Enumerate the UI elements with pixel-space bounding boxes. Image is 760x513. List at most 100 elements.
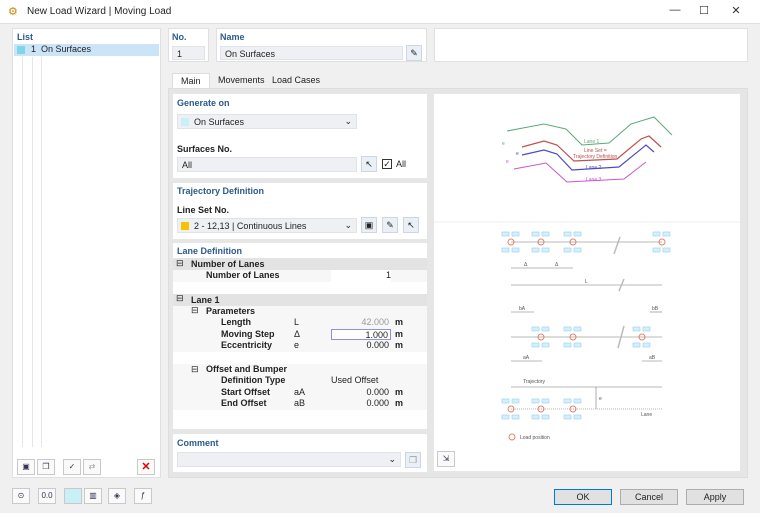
prop-symbol: e	[294, 340, 300, 350]
collapse-icon[interactable]: ⊟	[176, 293, 184, 303]
ab-label: aB	[649, 355, 656, 361]
prop-symbol: L	[294, 317, 300, 327]
collapse-icon[interactable]: ⊟	[191, 364, 199, 374]
wheel-mark	[531, 231, 540, 237]
pick-line-set-icon[interactable]: ↖	[403, 217, 419, 233]
prop-name: Eccentricity	[221, 340, 273, 350]
group-number-of-lanes[interactable]: Number of Lanes	[173, 258, 427, 270]
tab-load-cases[interactable]: Load Cases	[272, 75, 321, 85]
prop-value[interactable]: 0.000	[331, 386, 391, 398]
wheel-mark	[563, 247, 572, 253]
diagram-options-icon[interactable]: ⇲	[437, 451, 455, 467]
view-icon[interactable]: ◈	[108, 488, 126, 504]
pick-surfaces-icon[interactable]: ↖	[361, 156, 377, 172]
wheel-mark	[662, 247, 671, 253]
function-icon[interactable]: ƒ	[134, 488, 152, 504]
prop-value[interactable]: 42.000	[331, 317, 391, 328]
table-row: Eccentricity e 0.000 m	[173, 340, 427, 352]
wheel-mark	[652, 231, 661, 237]
app-icon: ⚙	[8, 6, 18, 18]
edit-name-icon[interactable]: ✎	[406, 45, 422, 61]
tab-main[interactable]: Main	[172, 73, 210, 88]
wheel-mark	[642, 342, 651, 348]
wheel-mark	[573, 398, 582, 404]
legend-label: Load position	[520, 435, 550, 441]
color-icon[interactable]	[64, 488, 82, 504]
delta-label-2: Δ	[555, 262, 559, 268]
prop-value[interactable]: 0.000	[331, 340, 391, 351]
ba-label: bA	[519, 306, 526, 312]
display-icon[interactable]: ▥	[84, 488, 102, 504]
close-button[interactable]: ✕	[731, 5, 741, 17]
no-panel: No. 1	[168, 28, 209, 62]
prop-unit: m	[395, 340, 404, 350]
maximize-button[interactable]: ☐	[699, 5, 709, 17]
apply-button[interactable]: Apply	[686, 489, 744, 505]
wheel-mark	[511, 247, 520, 253]
minimize-button[interactable]: —	[669, 4, 681, 16]
wheel-mark	[563, 342, 572, 348]
dimension-lines	[511, 236, 662, 410]
table-row: Length L 42.000 m	[173, 317, 427, 329]
comment-library-icon[interactable]: ❐	[405, 452, 421, 468]
table-row: Start Offset aA 0.000 m	[173, 386, 427, 398]
load-position-icon	[508, 433, 516, 441]
new-line-set-icon[interactable]: ▣	[361, 217, 377, 233]
title-bar: ⚙ New Load Wizard | Moving Load — ☐ ✕	[0, 0, 760, 24]
no-label: No.	[172, 32, 187, 42]
trajectory-section: Trajectory Definition Line Set No. 2 - 1…	[173, 183, 427, 239]
all-checkbox[interactable]: ✓	[382, 159, 392, 169]
subgroup-parameters[interactable]: Parameters	[173, 305, 427, 317]
table-row: End Offset aB 0.000 m	[173, 398, 427, 410]
wheel-mark	[573, 414, 582, 420]
prop-value[interactable]: Used Offset	[331, 375, 391, 386]
search-icon[interactable]: ⊙	[12, 488, 30, 504]
no-field[interactable]: 1	[172, 46, 205, 60]
comment-input[interactable]: ⌄	[177, 452, 401, 467]
wheel-mark	[573, 342, 582, 348]
tab-movements[interactable]: Movements	[218, 75, 265, 85]
prop-value[interactable]: 1.000	[331, 328, 391, 340]
wheel-mark	[563, 398, 572, 404]
units-icon[interactable]: 0.0	[38, 488, 56, 504]
line-set-select[interactable]: 2 - 12,13 | Continuous Lines ⌄	[177, 218, 357, 233]
copy-item-icon[interactable]: ❐	[37, 459, 55, 475]
prop-value[interactable]: 1	[331, 270, 391, 282]
delete-icon[interactable]: ✕	[137, 459, 155, 475]
check-icon[interactable]: ✓	[63, 459, 81, 475]
ok-button[interactable]: OK	[554, 489, 612, 505]
prop-name: End Offset	[221, 398, 267, 408]
prop-unit: m	[395, 317, 404, 327]
name-field[interactable]: On Surfaces	[220, 46, 403, 60]
uncheck-icon[interactable]: ⇄	[83, 459, 101, 475]
edit-line-set-icon[interactable]: ✎	[382, 217, 398, 233]
lane-diagram: Lane 1 Line Set = Trajectory Definition …	[434, 116, 740, 441]
generate-on-select[interactable]: On Surfaces ⌄	[177, 114, 357, 129]
wheel-mark	[501, 398, 510, 404]
collapse-icon[interactable]: ⊟	[176, 258, 184, 268]
color-swatch	[181, 222, 189, 230]
list-item[interactable]: 1 On Surfaces	[14, 44, 159, 56]
item-label: On Surfaces	[41, 44, 92, 54]
wheel-mark	[563, 414, 572, 420]
wheel-mark	[531, 247, 540, 253]
surfaces-input[interactable]: All	[177, 157, 357, 172]
e-label: e	[599, 396, 602, 402]
e-label-2: e	[516, 151, 519, 157]
window-title: New Load Wizard | Moving Load	[27, 6, 172, 17]
info-panel	[434, 28, 748, 62]
collapse-icon[interactable]: ⊟	[191, 305, 199, 315]
color-swatch	[181, 118, 189, 126]
new-item-icon[interactable]: ▣	[17, 459, 35, 475]
wheel-mark	[541, 231, 550, 237]
prop-value[interactable]: 0.000	[331, 398, 391, 409]
diagram-panel: Lane 1 Line Set = Trajectory Definition …	[434, 94, 740, 471]
color-swatch	[17, 46, 25, 54]
wheel-mark	[652, 247, 661, 253]
subgroup-offset-and-bumper[interactable]: Offset and Bumper	[173, 363, 427, 375]
group-lane-1[interactable]: Lane 1	[173, 293, 427, 306]
cancel-button[interactable]: Cancel	[620, 489, 678, 505]
wheel-mark	[563, 231, 572, 237]
wheel-mark	[531, 414, 540, 420]
wheel-mark	[501, 247, 510, 253]
